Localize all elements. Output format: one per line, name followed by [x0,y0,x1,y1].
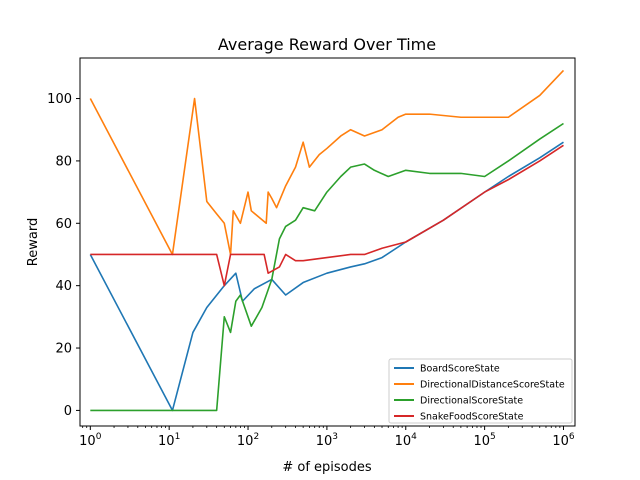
y-tick-label: 80 [55,154,72,169]
y-tick-label: 60 [55,217,72,232]
x-tick-label: 104 [395,432,418,449]
legend-label-1: DirectionalDistanceScoreState [420,380,565,391]
series-layer [89,69,565,412]
y-axis-title: Reward [26,218,41,266]
x-tick-label: 100 [79,432,102,449]
y-tick-label: 0 [64,404,72,419]
x-tick-label: 105 [473,432,495,449]
legend-frame [388,358,573,424]
x-tick-label: 103 [316,432,338,449]
y-tick-label: 20 [55,342,72,357]
x-axis-title: # of episodes [282,460,372,475]
x-tick-label: 102 [237,432,259,449]
series-line-3 [90,144,564,287]
plot-frame [79,57,576,427]
y-tick-label: 100 [47,92,72,107]
y-axis-ticks: 0 20 40 60 80 100 [47,92,80,419]
legend: BoardScoreState DirectionalDistanceScoreS… [388,358,573,424]
y-tick-label: 40 [55,279,72,294]
legend-label-3: SnakeFoodScoreState [420,412,524,423]
x-tick-label: 106 [552,432,575,449]
chart-title: Average Reward Over Time [218,35,436,54]
legend-label-2: DirectionalScoreState [420,396,523,407]
series-line-2 [90,122,564,412]
series-line-1 [89,69,565,256]
legend-label-0: BoardScoreState [420,364,500,375]
x-tick-label: 101 [158,432,180,449]
x-axis-ticks: 100 101 102 103 104 105 106 [79,426,575,449]
